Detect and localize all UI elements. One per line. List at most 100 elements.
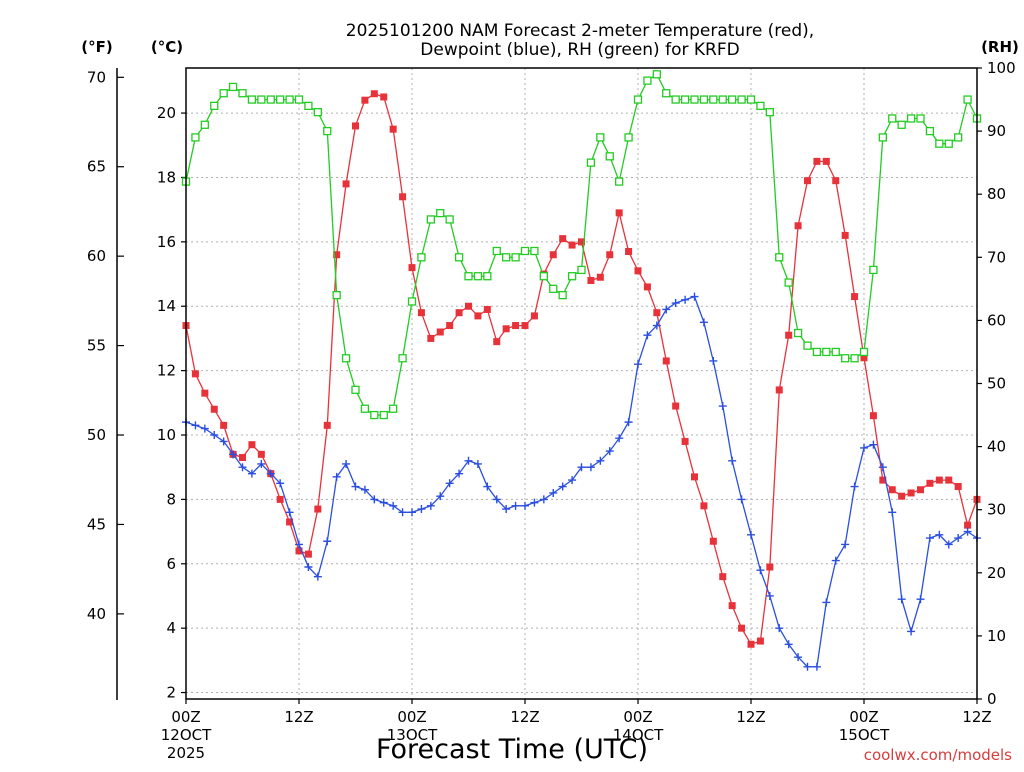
rh-tick-label: 30 xyxy=(987,501,1006,519)
rh-point xyxy=(473,272,483,281)
rh-point xyxy=(502,253,511,262)
dew-point xyxy=(954,534,963,543)
dew-point xyxy=(652,321,661,330)
temp-point xyxy=(879,476,887,484)
dew-point xyxy=(690,292,699,301)
temp-point xyxy=(945,476,953,484)
rh-point xyxy=(596,133,605,142)
x-tick-label: 00Z xyxy=(171,708,200,726)
rh-point xyxy=(389,404,398,413)
rh-point xyxy=(360,404,370,413)
rh-tick-label: 0 xyxy=(987,690,997,708)
rh-point xyxy=(492,246,501,256)
dew-line xyxy=(185,295,978,668)
temp-point xyxy=(860,354,868,362)
temp-point xyxy=(832,177,840,185)
temp-point xyxy=(634,267,642,275)
rh-point xyxy=(737,95,746,104)
rh-point xyxy=(803,341,812,350)
temp-point xyxy=(493,338,501,346)
rh-tick-label: 80 xyxy=(987,185,1006,203)
rh-point xyxy=(266,95,275,104)
temp-point xyxy=(521,322,529,330)
rh-point xyxy=(257,95,266,104)
fahrenheit-tick-label: 60 xyxy=(87,247,106,265)
temp-point xyxy=(954,483,962,491)
temp-point xyxy=(436,328,444,336)
rh-tick-label: 20 xyxy=(987,564,1006,582)
temp-point xyxy=(851,293,859,301)
dew-point xyxy=(925,534,934,543)
rh-point xyxy=(417,253,426,262)
dew-point xyxy=(426,501,435,510)
rh-point xyxy=(728,95,737,104)
dew-point xyxy=(417,505,426,514)
dew-point xyxy=(219,437,228,446)
rh-point xyxy=(238,89,247,98)
dew-point xyxy=(624,418,633,427)
temp-point xyxy=(446,322,454,330)
temp-point xyxy=(191,370,199,378)
dew-point xyxy=(718,402,727,411)
dew-point xyxy=(737,495,746,504)
dew-point xyxy=(539,495,548,504)
rh-point xyxy=(577,265,586,275)
temp-point xyxy=(352,122,359,130)
dew-point xyxy=(869,440,878,449)
temp-point xyxy=(417,309,425,317)
rh-point xyxy=(878,133,887,142)
rh-point xyxy=(191,133,200,142)
rh-point xyxy=(699,95,709,104)
celsius-tick-label: 18 xyxy=(157,168,176,186)
temp-point xyxy=(286,518,294,526)
temp-point xyxy=(304,550,312,558)
rh-point xyxy=(643,76,652,85)
fahrenheit-tick-label: 45 xyxy=(87,515,106,533)
fahrenheit-tick-label: 70 xyxy=(87,68,106,86)
dew-point xyxy=(530,498,539,507)
dew-point xyxy=(699,318,708,327)
dew-point xyxy=(445,479,454,488)
temp-point xyxy=(766,563,774,571)
dew-point xyxy=(455,469,464,478)
rh-point xyxy=(549,284,558,294)
dew-point xyxy=(266,469,275,478)
rh-point xyxy=(341,354,351,363)
dew-point xyxy=(671,299,680,308)
celsius-tick-label: 16 xyxy=(157,233,176,251)
dew-point xyxy=(784,640,793,649)
temp-point xyxy=(295,547,303,555)
temp-point xyxy=(465,302,472,310)
dew-point xyxy=(436,492,445,501)
rh-axis-label: (RH) xyxy=(981,38,1019,56)
temp-point xyxy=(822,157,830,165)
temp-point xyxy=(898,492,906,500)
temp-point xyxy=(615,209,623,217)
dew-point xyxy=(295,540,303,549)
temp-point xyxy=(747,640,755,648)
temp-point xyxy=(578,238,585,246)
rh-tick-label: 100 xyxy=(987,59,1016,77)
dew-point xyxy=(831,556,840,565)
temp-point xyxy=(643,283,651,291)
chart-title-line2: Dewpoint (blue), RH (green) for KRFD xyxy=(420,40,739,60)
temp-point xyxy=(813,157,821,165)
dew-point xyxy=(596,456,605,465)
temp-point xyxy=(700,502,708,510)
rh-point xyxy=(398,354,407,363)
dew-point xyxy=(521,501,529,510)
dew-point xyxy=(389,501,398,510)
rh-tick-label: 90 xyxy=(987,122,1006,140)
x-tick-label: 00Z xyxy=(623,708,652,726)
dew-point xyxy=(822,598,831,607)
fahrenheit-axis-label: (°F) xyxy=(81,38,112,56)
dew-point xyxy=(360,485,369,494)
dew-point xyxy=(709,356,718,365)
temp-point xyxy=(559,235,567,243)
rh-point xyxy=(822,347,831,357)
rh-point xyxy=(247,95,257,104)
temp-point xyxy=(587,276,595,284)
temp-point xyxy=(672,402,680,410)
